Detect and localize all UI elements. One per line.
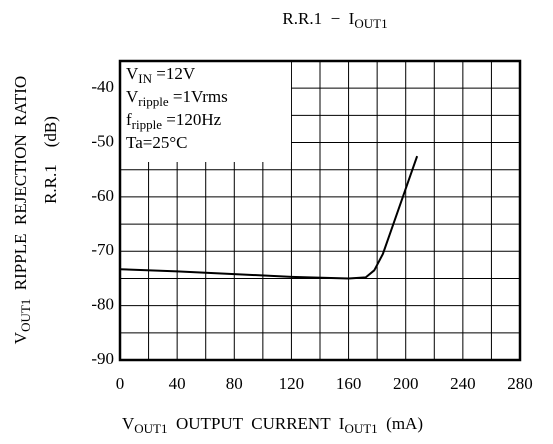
subscript: OUT1 (134, 421, 167, 436)
text-segment: R.R.1 − I (282, 9, 354, 28)
x-tick-label: 80 (226, 374, 243, 393)
y-axis-label: VOUT1 RIPPLE REJECTION RATIO (11, 76, 33, 344)
subscript: IN (138, 71, 152, 86)
subscript: ripple (132, 117, 163, 132)
text-segment: RIPPLE REJECTION RATIO (11, 76, 30, 299)
text-segment: V (122, 414, 135, 433)
y-tick-label: -70 (91, 240, 114, 259)
text-segment: OUTPUT CURRENT I (168, 414, 345, 433)
x-tick-label: 280 (507, 374, 533, 393)
y-tick-label: -90 (91, 349, 114, 368)
text-segment: R.R.1 (dB) (41, 116, 60, 204)
x-tick-label: 120 (279, 374, 305, 393)
y-tick-label: -40 (91, 77, 114, 96)
annotation-box (121, 62, 291, 162)
annotation: Vripple =1Vrms (126, 87, 228, 109)
subscript: ripple (138, 94, 169, 109)
text-segment: V (126, 87, 139, 106)
y-tick-label: -80 (91, 295, 114, 314)
text-segment: =1Vrms (169, 87, 228, 106)
text-segment: V (11, 331, 30, 344)
subscript: OUT1 (344, 421, 377, 436)
x-tick-label: 0 (116, 374, 125, 393)
y-tick-label: -60 (91, 186, 114, 205)
text-segment: (mA) (378, 414, 423, 433)
annotation: fripple =120Hz (126, 110, 222, 132)
y-tick-label: -50 (91, 131, 114, 150)
text-segment: =12V (152, 64, 196, 83)
subscript: OUT1 (18, 299, 33, 332)
x-tick-label: 40 (169, 374, 186, 393)
text-segment: =120Hz (162, 110, 222, 129)
plot-frame (118, 59, 522, 362)
text-segment: f (126, 110, 132, 129)
x-tick-label: 240 (450, 374, 476, 393)
x-axis-label: VOUT1 OUTPUT CURRENT IOUT1 (mA) (122, 414, 423, 436)
chart-title: R.R.1 − IOUT1 (282, 9, 387, 31)
x-tick-label: 200 (393, 374, 419, 393)
x-tick-label: 160 (336, 374, 362, 393)
subscript: OUT1 (354, 16, 387, 31)
data-line (119, 155, 419, 280)
text-segment: Ta=25°C (126, 133, 187, 152)
text-segment: V (126, 64, 139, 83)
annotation: VIN =12V (126, 64, 196, 86)
annotation: Ta=25°C (126, 133, 187, 152)
y-axis-label: R.R.1 (dB) (41, 116, 60, 204)
